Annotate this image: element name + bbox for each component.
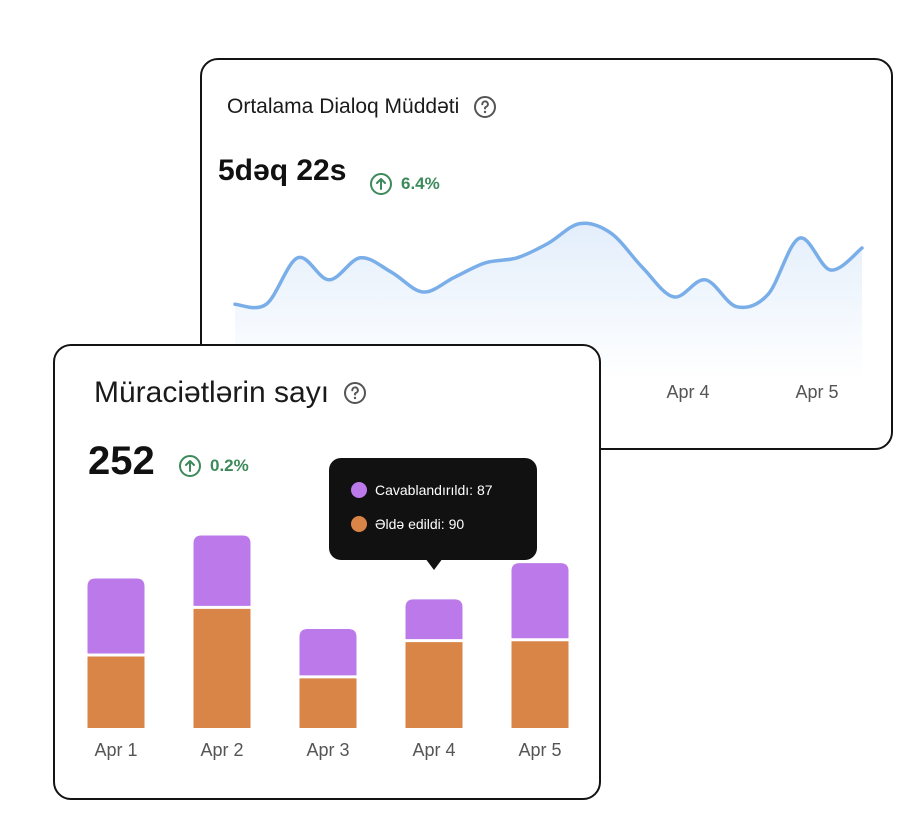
tooltip-row-received: Əldə edildi: 90 <box>351 516 464 532</box>
bar-segment-answered[interactable] <box>299 628 357 676</box>
requests-count-chart: Apr 1 Apr 2 Apr 3 Apr 4 Apr 5 <box>87 535 569 760</box>
x-tick-label: Apr 5 <box>795 382 839 402</box>
avg-dialog-duration-title-row: Ortalama Dialoq Müddəti <box>227 95 497 119</box>
question-circle-icon[interactable] <box>473 95 497 119</box>
legend-dot <box>351 482 367 498</box>
requests-count-title-row: Müraciətlərin sayı <box>94 376 367 410</box>
requests-count-change: 0.2% <box>178 454 249 478</box>
requests-count-title: Müraciətlərin sayı <box>94 376 330 409</box>
bar-segment-received[interactable] <box>405 642 463 728</box>
arrow-up-circle-icon <box>370 173 392 195</box>
requests-count-change-value: 0.2% <box>210 456 249 475</box>
avg-dialog-duration-change-value: 6.4% <box>401 174 440 193</box>
bar-segment-answered[interactable] <box>87 578 145 654</box>
tooltip-row-answered: Cavablandırıldı: 87 <box>351 482 493 498</box>
avg-dialog-duration-title: Ortalama Dialoq Müddəti <box>227 95 460 118</box>
bar-segment-received[interactable] <box>299 678 357 728</box>
arrow-up-circle-icon <box>179 455 201 477</box>
x-tick-label: Apr 1 <box>94 740 137 760</box>
chart-tooltip: Cavablandırıldı: 87 Əldə edildi: 90 <box>329 458 537 560</box>
question-circle-icon[interactable] <box>343 381 367 405</box>
tooltip-label-received: Əldə edildi: 90 <box>375 516 465 532</box>
x-tick-label: Apr 2 <box>200 740 243 760</box>
bar-segment-answered[interactable] <box>193 535 251 606</box>
tooltip-label-answered: Cavablandırıldı: 87 <box>375 482 493 498</box>
tooltip-arrow <box>425 558 443 570</box>
bar-segment-received[interactable] <box>511 641 569 728</box>
x-tick-label: Apr 3 <box>306 740 349 760</box>
area-fill <box>235 223 862 380</box>
series-line <box>233 221 864 310</box>
requests-count-value: 252 <box>88 439 155 483</box>
requests-count-card: Müraciətlərin sayı 252 0.2% Apr 1 Apr 2 Ap… <box>53 344 601 800</box>
bar-segment-received[interactable] <box>193 608 251 728</box>
x-tick-label: Apr 4 <box>666 382 710 402</box>
bar-segment-received[interactable] <box>87 656 145 728</box>
legend-dot <box>351 516 367 532</box>
x-tick-label: Apr 4 <box>412 740 455 760</box>
bar-segment-answered[interactable] <box>511 563 569 639</box>
avg-dialog-duration-change: 6.4% <box>369 172 440 196</box>
avg-dialog-duration-chart <box>233 221 864 380</box>
x-tick-label: Apr 5 <box>518 740 561 760</box>
avg-dialog-duration-value: 5dəq 22s <box>218 154 347 187</box>
bar-segment-answered[interactable] <box>405 599 463 640</box>
